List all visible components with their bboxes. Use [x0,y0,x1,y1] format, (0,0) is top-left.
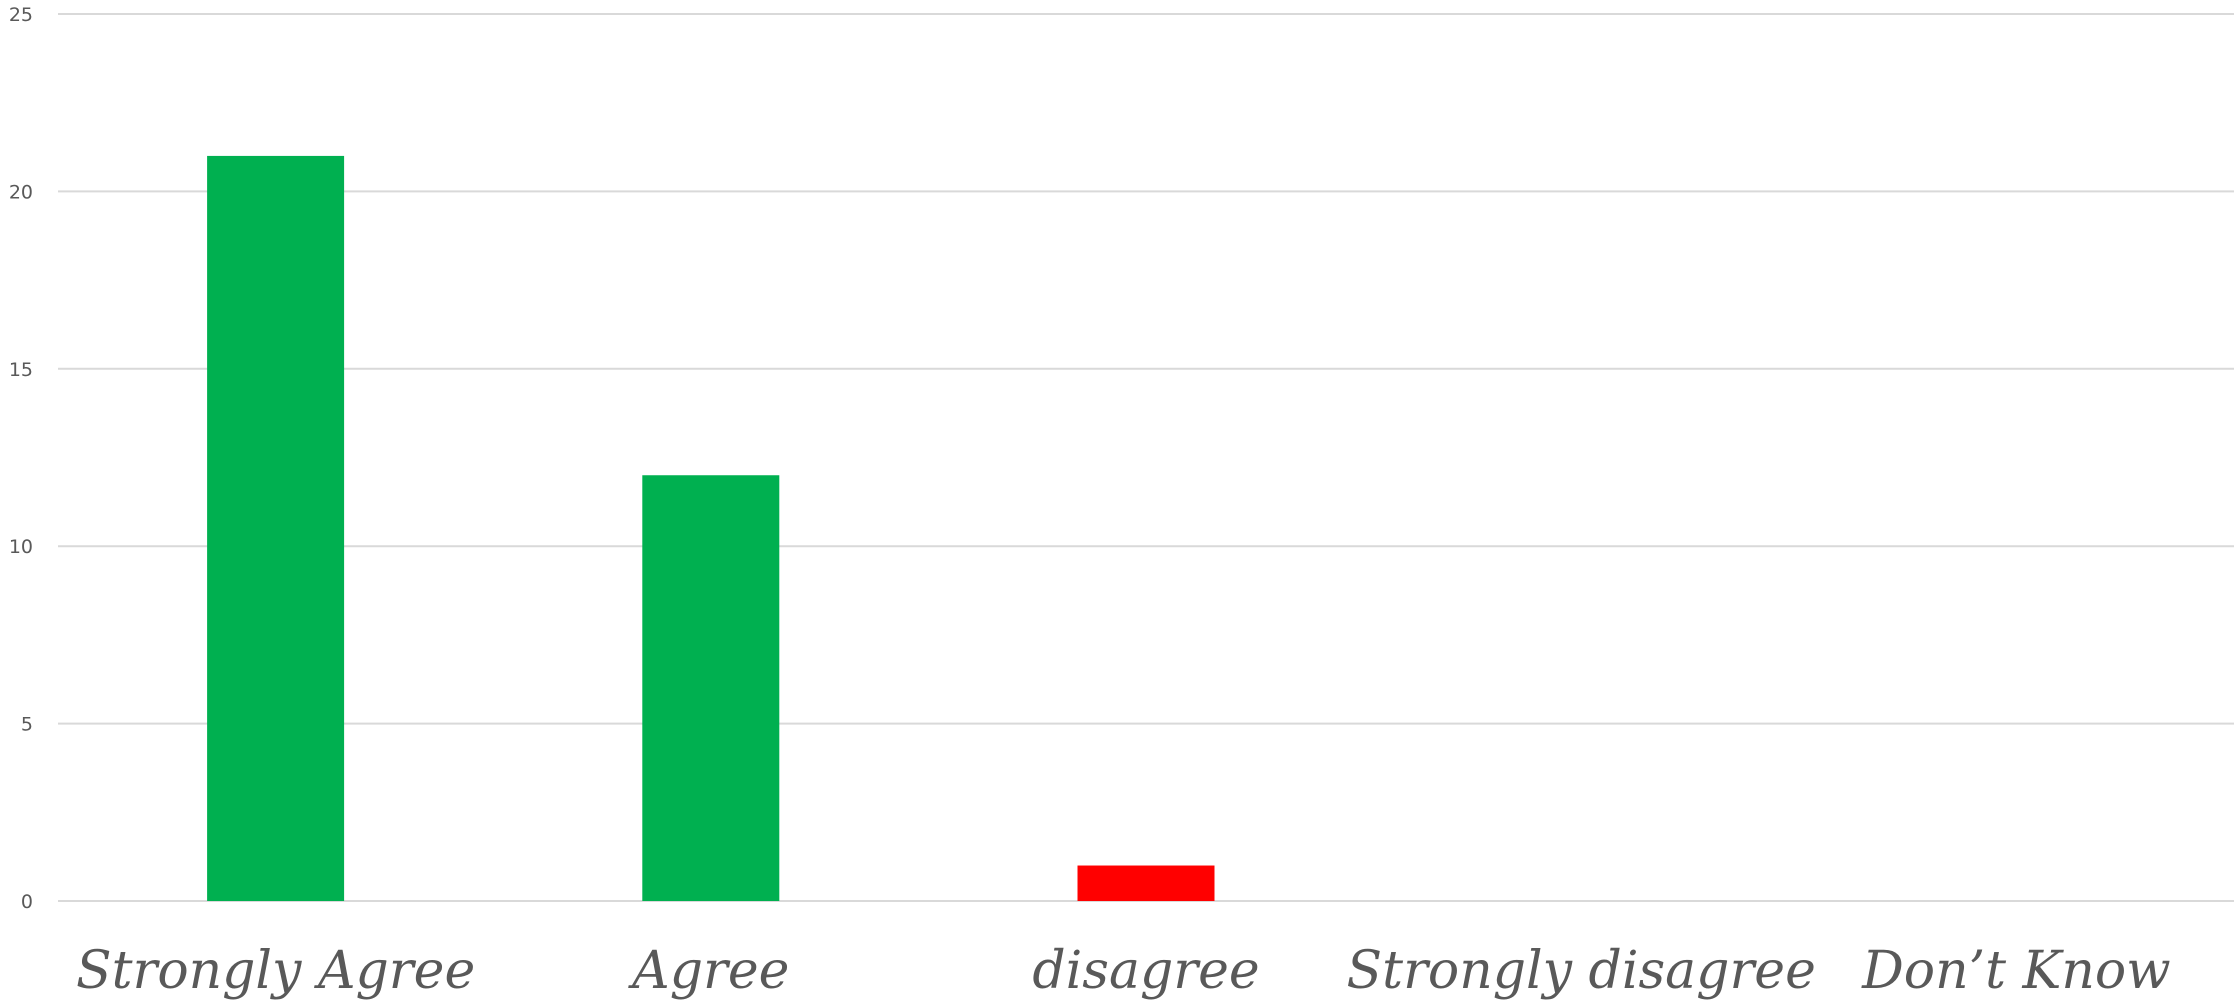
gridlines [58,13,2234,902]
bar-agree [642,475,780,901]
x-category-label: Strongly Agree [76,941,475,1001]
bar-disagree [1077,865,1215,901]
y-tick-label: 10 [9,536,33,558]
x-category-label: Don’t Know [1861,941,2171,1001]
x-category-label: disagree [1032,941,1259,1001]
x-category-label: Agree [628,941,789,1001]
y-tick-label: 15 [9,359,33,381]
y-axis-ticks: 0 5 10 15 20 25 [9,4,33,913]
x-axis-category-labels: Strongly Agree Agree disagree Strongly disa… [76,941,2171,1001]
y-tick-label: 0 [21,891,33,913]
y-tick-label: 20 [9,181,33,203]
bars [207,155,1215,902]
bar-strongly-agree [207,155,345,902]
y-tick-label: 5 [21,714,33,736]
y-tick-label: 25 [9,4,33,26]
x-category-label: Strongly disagree [1347,941,1816,1001]
